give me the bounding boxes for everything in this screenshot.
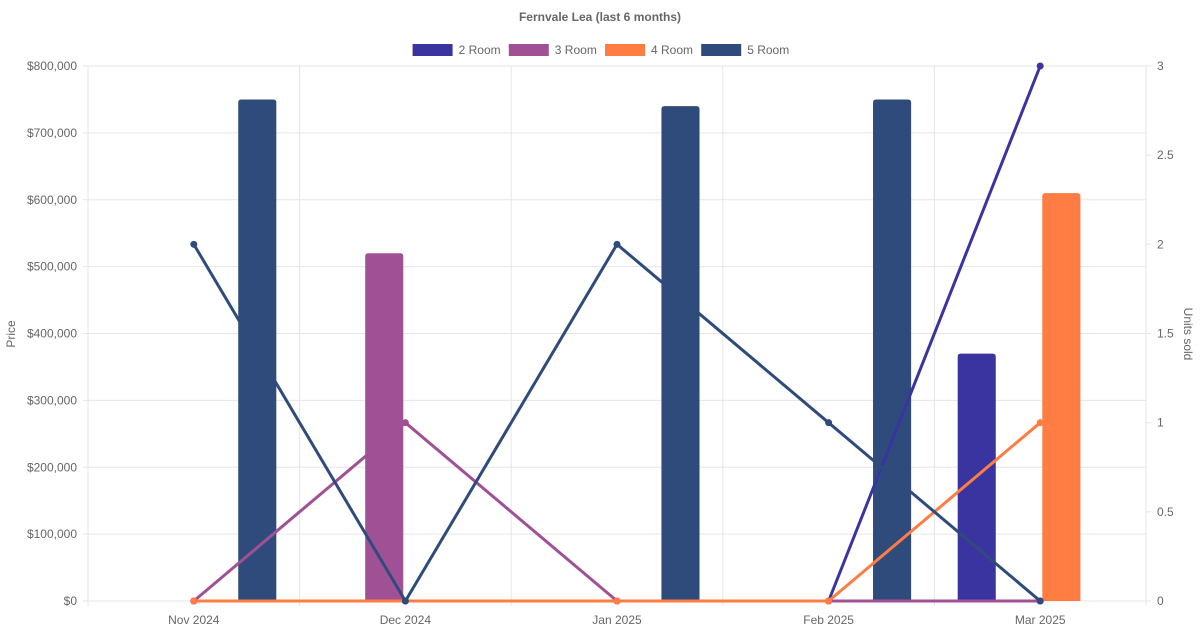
chart-title: Fernvale Lea (last 6 months) (519, 10, 681, 24)
line-4-room (193, 421, 1042, 603)
y-tick-label: $300,000 (27, 393, 77, 407)
y-tick-label: $100,000 (27, 527, 77, 541)
line-point (613, 597, 621, 605)
bar-3-room (365, 253, 404, 601)
legend-label: 4 Room (651, 43, 693, 57)
y-tick-label: $0 (64, 594, 78, 608)
y2-tick-label: 2.5 (1157, 148, 1174, 162)
x-tick-label: Jan 2025 (592, 613, 642, 627)
line-3-room (192, 421, 1041, 603)
line-point (613, 240, 621, 248)
y2-tick-label: 2 (1157, 237, 1164, 251)
bars (238, 99, 1081, 601)
y-tick-label: $500,000 (27, 260, 77, 274)
line-5-room (192, 242, 1042, 603)
legend-swatch (412, 44, 453, 56)
line-point (401, 419, 409, 427)
y2-tick-label: 3 (1157, 59, 1164, 73)
y2-tick-label: 1 (1157, 416, 1164, 430)
y-tick-label: $800,000 (27, 59, 77, 73)
y2-axis-ticks: 0 0.5 1 1.5 2 2.5 3 (1157, 59, 1174, 608)
y2-axis-title: Units sold (1181, 308, 1195, 361)
legend-label: 2 Room (459, 43, 501, 57)
legend-label: 5 Room (747, 43, 789, 57)
legend-label: 3 Room (555, 43, 597, 57)
line-point (825, 419, 833, 427)
legend-swatch (605, 44, 645, 56)
legend: 2 Room 3 Room 4 Room 5 Room (412, 43, 789, 57)
line-point (825, 597, 833, 605)
line-point (1036, 62, 1044, 70)
legend-swatch (701, 44, 742, 56)
lines (190, 62, 1044, 605)
line-point (190, 240, 198, 248)
y2-tick-label: 0.5 (1157, 505, 1174, 519)
legend-swatch (508, 44, 549, 56)
line-point (1036, 597, 1044, 605)
y2-tick-label: 0 (1157, 594, 1164, 608)
x-tick-label: Feb 2025 (803, 613, 854, 627)
bar-5-room (661, 106, 700, 601)
y-axis-ticks: $0 $100,000 $200,000 $300,000 $400,000 $500,0… (27, 59, 77, 608)
line-point (190, 597, 198, 605)
x-axis-ticks: Nov 2024 Dec 2024 Jan 2025 Feb 2025 Mar 2025 (168, 613, 1066, 627)
y-tick-label: $200,000 (27, 460, 77, 474)
line-point (401, 597, 409, 605)
bar-5-room (873, 99, 912, 601)
y2-tick-label: 1.5 (1157, 327, 1174, 341)
y-axis-title: Price (4, 320, 18, 348)
x-tick-label: Mar 2025 (1015, 613, 1066, 627)
y-tick-label: $400,000 (27, 327, 77, 341)
x-tick-label: Dec 2024 (380, 613, 432, 627)
y-tick-label: $700,000 (27, 126, 77, 140)
y-tick-label: $600,000 (27, 193, 77, 207)
bar-4-room (1042, 193, 1081, 601)
line-point (1036, 419, 1044, 427)
x-tick-label: Nov 2024 (168, 613, 220, 627)
